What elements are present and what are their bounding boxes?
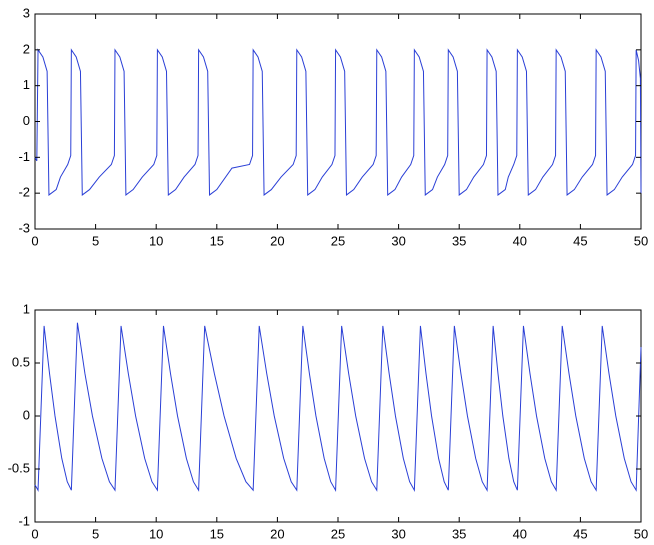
x-tick-label: 0 — [31, 526, 38, 541]
y-tick-label: 1 — [23, 301, 30, 316]
axes-box — [34, 13, 642, 230]
y-tick-label: -2 — [18, 185, 30, 200]
x-tick-label: 45 — [573, 233, 587, 248]
data-line — [34, 48, 642, 196]
x-tick-label: 20 — [270, 233, 284, 248]
x-tick-label: 25 — [331, 526, 345, 541]
y-tick-label: -1 — [18, 513, 30, 528]
y-tick-label: 0 — [23, 407, 30, 422]
y-tick-label: 0 — [23, 113, 30, 128]
y-tick-label: -1 — [18, 149, 30, 164]
data-line — [34, 322, 642, 493]
x-tick-label: 40 — [513, 526, 527, 541]
x-tick-label: 10 — [149, 526, 163, 541]
x-tick-label: 20 — [270, 526, 284, 541]
y-tick-label: 3 — [23, 5, 30, 20]
x-tick-label: 10 — [149, 233, 163, 248]
y-tick-label: 0.5 — [12, 354, 30, 369]
x-tick-label: 15 — [210, 233, 224, 248]
x-tick-label: 50 — [634, 233, 648, 248]
x-tick-label: 45 — [573, 526, 587, 541]
x-tick-label: 15 — [210, 526, 224, 541]
y-tick-label: -3 — [18, 220, 30, 235]
y-tick-label: 2 — [23, 41, 30, 56]
x-tick-label: 0 — [31, 233, 38, 248]
x-tick-label: 5 — [92, 233, 99, 248]
y-tick-label: 1 — [23, 77, 30, 92]
x-tick-label: 25 — [331, 233, 345, 248]
x-tick-label: 30 — [391, 526, 405, 541]
y-tick-label: -0.5 — [8, 460, 30, 475]
x-tick-label: 35 — [452, 233, 466, 248]
x-tick-label: 30 — [391, 233, 405, 248]
x-tick-label: 5 — [92, 526, 99, 541]
x-tick-label: 35 — [452, 526, 466, 541]
x-tick-label: 50 — [634, 526, 648, 541]
x-tick-label: 40 — [513, 233, 527, 248]
